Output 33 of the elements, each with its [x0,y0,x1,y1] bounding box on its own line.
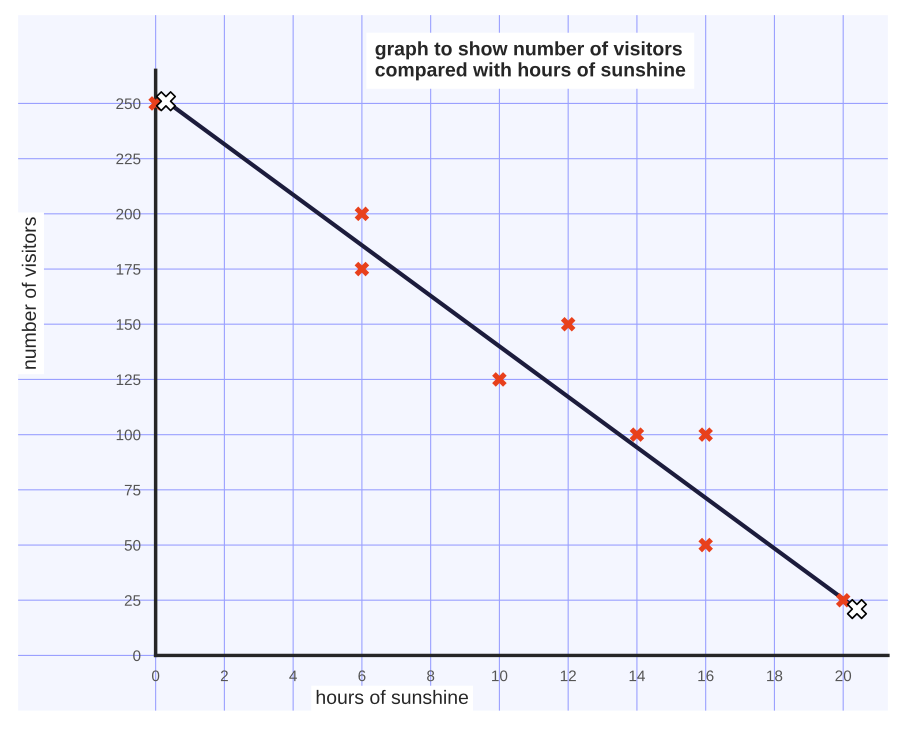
point [630,427,644,442]
x-tick-label: 8 [427,670,434,682]
point [698,427,713,442]
x-tick-label: 12 [560,670,576,682]
y-tick-label: 0 [133,650,140,662]
x-tick-label: 2 [220,670,228,682]
y-tick-label: 25 [124,595,140,606]
text: graph to show number of visitors compared with hours of sunshine [375,41,686,80]
x-tick-label: 14 [630,670,645,682]
x-tick-label: 4 [289,670,297,682]
x-tick-label: 20 [835,670,852,682]
y-tick-label: 200 [116,208,140,220]
point [354,262,370,276]
y-tick-label: 225 [116,154,140,164]
x-tick-label: 10 [492,670,508,682]
y-axis-title: number of visitors [22,217,36,369]
y-tick-label: 100 [116,430,140,440]
point [492,372,507,387]
y-tick-label: 250 [116,98,140,110]
point [560,316,576,332]
y-tick-label: 75 [124,484,140,496]
x-axis-title: hours of sunshine [316,690,468,704]
y-tick-label: 150 [116,319,140,330]
x-tick-label: 0 [152,670,160,682]
y-tick-label: 50 [124,540,140,551]
point [698,538,713,552]
y-tick-label: 125 [116,374,140,386]
x-tick-label: 18 [767,670,782,682]
x-tick-label: 6 [358,670,366,682]
point [836,592,850,608]
y-tick-label: 175 [116,264,140,275]
x-tick-label: 16 [698,670,714,682]
point [354,206,370,222]
